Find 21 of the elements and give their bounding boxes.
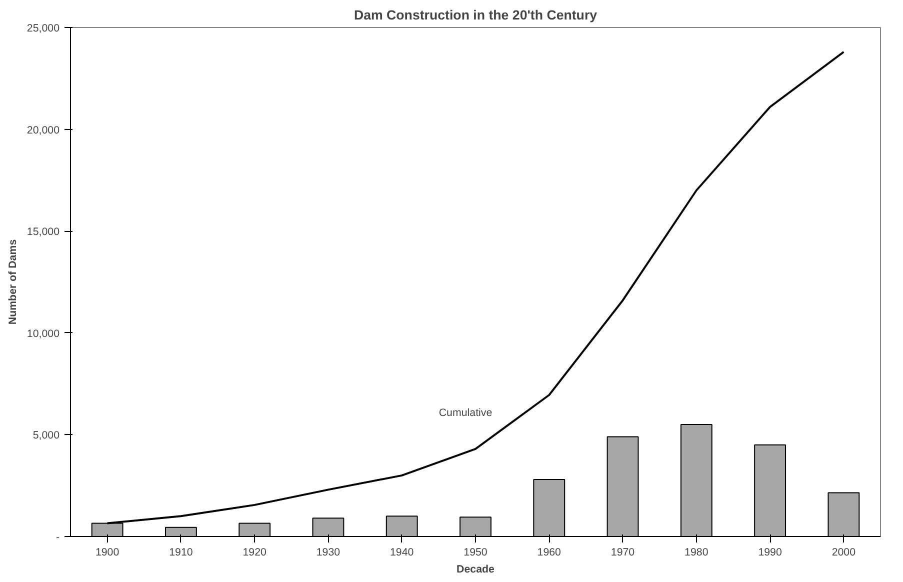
y-tick-label: 25,000 <box>26 22 60 34</box>
x-tick-label: 1920 <box>242 546 267 558</box>
x-tick-label: 1970 <box>610 546 635 558</box>
chart-title: Dam Construction in the 20'th Century <box>354 8 598 22</box>
x-tick-label: 1910 <box>169 546 193 558</box>
x-tick-label: 1950 <box>464 546 488 558</box>
x-tick-label: 1930 <box>316 546 340 558</box>
y-tick-label: 5,000 <box>32 430 60 442</box>
y-axis-title: Number of Dams <box>6 239 19 325</box>
x-tick-label: 1960 <box>537 546 562 558</box>
y-tick-label: 15,000 <box>26 226 60 238</box>
x-axis-title: Decade <box>456 564 495 576</box>
y-tick-label: 20,000 <box>26 124 60 136</box>
y-tick-label: 10,000 <box>26 328 60 340</box>
x-tick-label: 1980 <box>684 546 708 558</box>
x-tick-label: 2000 <box>832 546 856 558</box>
y-tick-label: - <box>56 532 60 544</box>
x-tick-label: 1940 <box>390 546 414 558</box>
x-tick-label: 1900 <box>95 546 120 558</box>
series-label: Cumulative <box>438 406 492 419</box>
x-tick-label: 1990 <box>758 546 782 558</box>
